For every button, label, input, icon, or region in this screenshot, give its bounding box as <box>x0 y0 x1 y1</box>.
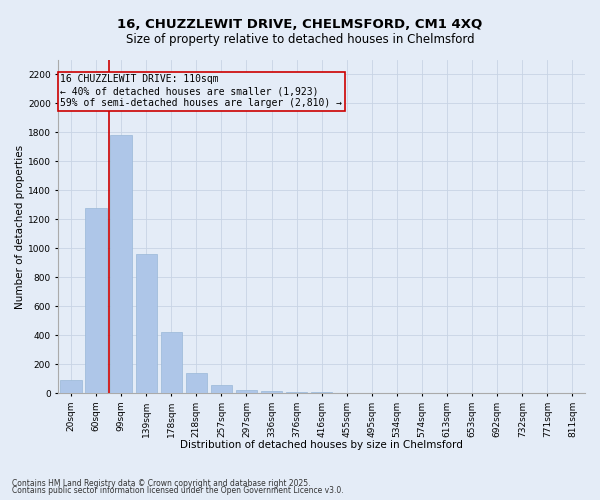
Bar <box>110 136 132 393</box>
Bar <box>336 392 358 393</box>
Bar <box>85 208 107 393</box>
Bar <box>286 392 307 393</box>
X-axis label: Distribution of detached houses by size in Chelmsford: Distribution of detached houses by size … <box>180 440 463 450</box>
Bar <box>161 332 182 393</box>
Text: 16, CHUZZLEWIT DRIVE, CHELMSFORD, CM1 4XQ: 16, CHUZZLEWIT DRIVE, CHELMSFORD, CM1 4X… <box>118 18 482 30</box>
Text: Size of property relative to detached houses in Chelmsford: Size of property relative to detached ho… <box>125 32 475 46</box>
Bar <box>60 380 82 393</box>
Text: Contains public sector information licensed under the Open Government Licence v3: Contains public sector information licen… <box>12 486 344 495</box>
Bar <box>136 254 157 393</box>
Bar <box>311 392 332 393</box>
Text: 16 CHUZZLEWIT DRIVE: 110sqm
← 40% of detached houses are smaller (1,923)
59% of : 16 CHUZZLEWIT DRIVE: 110sqm ← 40% of det… <box>61 74 343 108</box>
Bar <box>236 390 257 393</box>
Text: Contains HM Land Registry data © Crown copyright and database right 2025.: Contains HM Land Registry data © Crown c… <box>12 478 311 488</box>
Bar <box>261 392 282 393</box>
Bar <box>211 384 232 393</box>
Bar <box>185 373 207 393</box>
Y-axis label: Number of detached properties: Number of detached properties <box>15 144 25 308</box>
